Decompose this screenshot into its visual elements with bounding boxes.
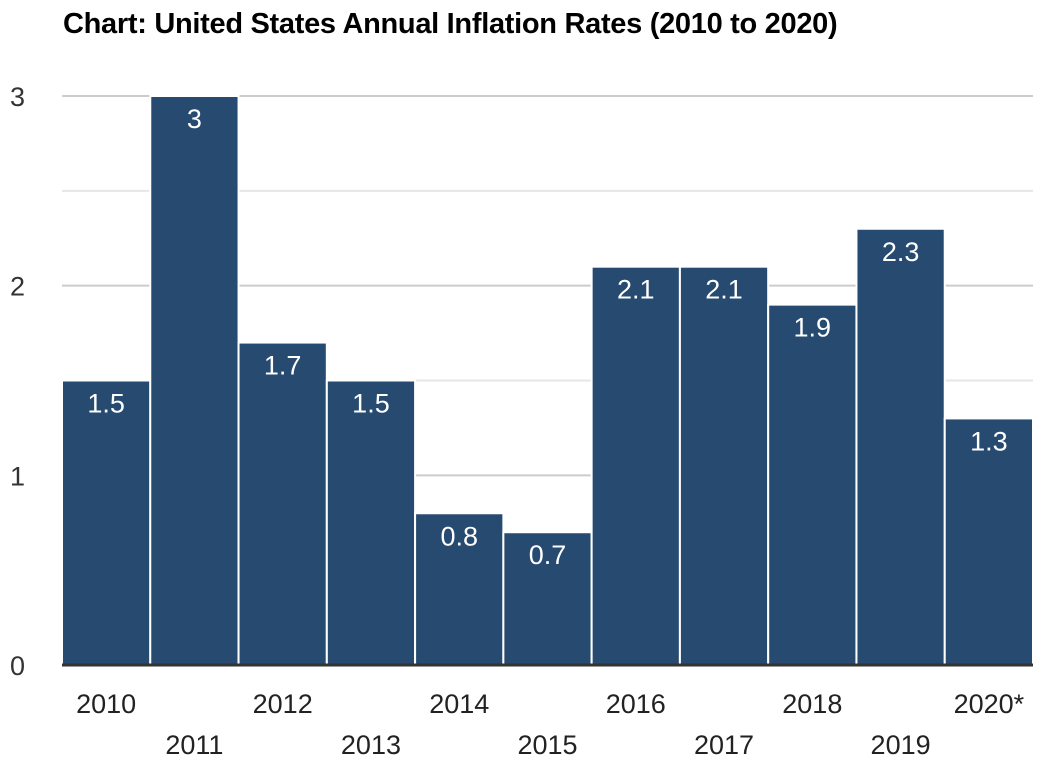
x-tick-label: 2014 — [429, 689, 489, 719]
x-tick-label: 2016 — [606, 689, 666, 719]
y-tick-label: 2 — [10, 272, 25, 302]
bar — [767, 303, 858, 666]
x-tick-label: 2019 — [871, 730, 931, 760]
data-label: 2.3 — [882, 237, 920, 267]
bar — [678, 265, 770, 666]
data-label: 0.8 — [440, 521, 478, 551]
chart-title: Chart: United States Annual Inflation Ra… — [63, 8, 838, 40]
data-label: 3 — [187, 104, 202, 134]
bar — [237, 341, 328, 666]
bar — [590, 265, 681, 666]
x-tick-label: 2010 — [76, 689, 136, 719]
y-tick-label: 1 — [10, 461, 25, 491]
x-tick-label: 2018 — [782, 689, 842, 719]
bars — [61, 95, 1035, 666]
x-tick-label: 2015 — [517, 730, 577, 760]
bar — [855, 227, 946, 666]
data-label: 1.9 — [794, 313, 832, 343]
data-label: 1.5 — [352, 389, 390, 419]
bar — [61, 379, 152, 666]
x-tick-label: 2011 — [165, 730, 223, 760]
y-tick-label: 0 — [10, 651, 25, 681]
bar — [149, 95, 240, 666]
bar — [325, 379, 417, 666]
data-labels: 1.5 3 1.7 1.5 0.8 0.7 2.1 2.1 1.9 2.3 1.3 — [87, 104, 1007, 570]
x-axis-ticks: 2010 2011 2012 2013 2014 2015 2016 2017 2018 2019… — [76, 689, 1025, 760]
data-label: 1.5 — [87, 389, 125, 419]
x-tick-label: 2017 — [694, 730, 754, 760]
x-tick-label: 2020* — [954, 689, 1025, 719]
y-tick-label: 3 — [10, 82, 25, 112]
bar — [502, 531, 593, 666]
y-axis-ticks: 0 1 2 3 — [10, 82, 25, 681]
x-tick-label: 2012 — [253, 689, 313, 719]
data-label: 1.3 — [970, 426, 1008, 456]
data-label: 2.1 — [617, 275, 655, 305]
data-label: 1.7 — [264, 351, 302, 381]
data-label: 2.1 — [705, 275, 743, 305]
data-label: 0.7 — [529, 540, 567, 570]
bar — [943, 417, 1035, 666]
x-tick-label: 2013 — [341, 730, 401, 760]
